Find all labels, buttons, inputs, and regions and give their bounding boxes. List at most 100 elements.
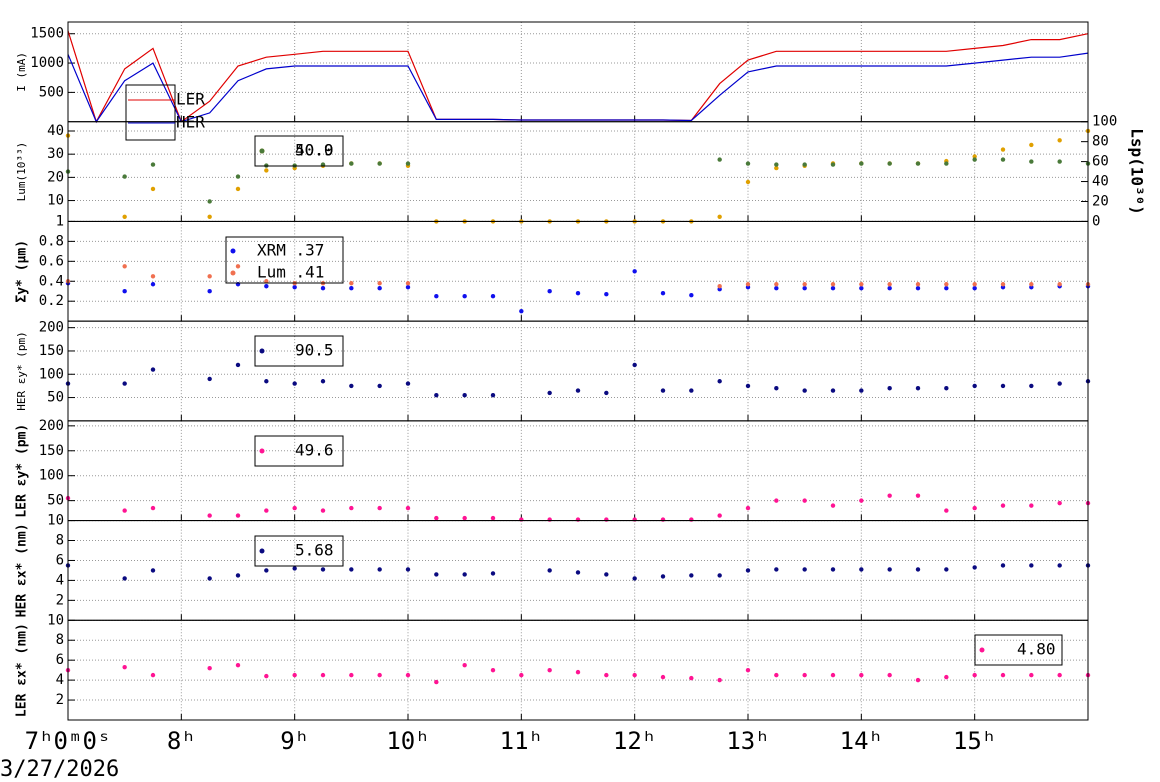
data-point [774, 567, 779, 572]
data-point [320, 508, 326, 513]
data-point [915, 493, 921, 498]
y-axis-label: LER εy* (pm) [15, 424, 30, 518]
y2-tick-label: 40 [1092, 174, 1109, 190]
legend-label: LER [176, 90, 205, 109]
data-point [1000, 672, 1006, 678]
legend-swatch [259, 148, 265, 154]
data-point [235, 362, 241, 368]
data-point [490, 667, 496, 673]
legend-box [254, 435, 344, 467]
data-point [802, 286, 807, 291]
data-point [150, 568, 156, 573]
y2-tick-label: 20 [1092, 193, 1109, 209]
data-point [632, 576, 637, 581]
data-point [774, 498, 779, 503]
data-point [150, 367, 156, 372]
data-point [434, 679, 439, 685]
data-point [604, 292, 609, 297]
data-point [660, 388, 666, 393]
data-point [830, 388, 836, 393]
x-tick-label: 8ʰ [167, 727, 196, 755]
data-point [122, 576, 127, 581]
data-point [944, 282, 949, 287]
data-point [830, 503, 836, 508]
data-point [830, 567, 836, 572]
data-point [1000, 157, 1006, 162]
data-point [150, 672, 156, 678]
data-point [604, 517, 609, 522]
data-point [745, 383, 751, 389]
data-point [859, 388, 864, 393]
data-point [774, 162, 779, 167]
data-point [320, 567, 326, 572]
data-point [1000, 147, 1006, 152]
data-point [944, 567, 949, 572]
data-point [377, 567, 382, 572]
legend-label: 4.80 [1017, 640, 1056, 659]
data-point [915, 282, 921, 287]
y-tick-label: 0.2 [39, 293, 64, 309]
data-point [802, 388, 807, 393]
y-tick-label: 150 [39, 343, 64, 359]
data-point [689, 573, 694, 578]
x-tick-label: 7ʰ0ᵐ0ˢ [25, 727, 112, 755]
data-point [264, 568, 269, 573]
data-point [377, 281, 382, 286]
data-point [122, 664, 127, 670]
data-point [915, 161, 921, 166]
data-point [547, 568, 552, 573]
data-point [915, 286, 921, 291]
data-point [207, 665, 212, 671]
data-point [519, 672, 524, 678]
data-point [859, 567, 864, 572]
y-tick-label: 1500 [30, 26, 64, 42]
data-point [207, 214, 212, 219]
legend-box [254, 535, 344, 567]
data-point [944, 508, 949, 513]
data-point [774, 672, 779, 678]
legend-swatch [979, 647, 985, 653]
data-point [745, 667, 751, 673]
data-point [830, 162, 836, 167]
data-point [490, 571, 496, 576]
data-point [462, 294, 467, 299]
data-point [434, 393, 439, 398]
data-point [972, 505, 977, 511]
data-point [264, 379, 269, 384]
data-point [1000, 563, 1006, 568]
y-axis-label: HER εx* (nm) [15, 523, 30, 617]
data-point [235, 264, 241, 269]
data-point [632, 672, 637, 678]
data-point [887, 282, 892, 287]
legend-swatch [259, 348, 265, 354]
data-point [1029, 672, 1034, 678]
series-line [67, 52, 1089, 123]
data-point [1029, 383, 1034, 389]
data-point [292, 566, 297, 571]
data-point [292, 381, 297, 386]
data-point [859, 286, 864, 291]
data-point [830, 286, 836, 291]
data-point [320, 286, 326, 291]
data-point [1000, 282, 1006, 287]
y-tick-label: 4 [56, 572, 64, 588]
data-point [1000, 503, 1006, 508]
data-point [944, 674, 949, 680]
data-point [575, 517, 581, 522]
data-point [972, 286, 977, 291]
data-point [774, 386, 779, 391]
y-tick-label: 30 [47, 146, 64, 162]
data-point [292, 285, 297, 290]
data-point [859, 161, 864, 166]
y-tick-label: 10 [47, 193, 64, 209]
legend-label: 40.0 [295, 141, 334, 160]
x-tick-label: 10ʰ [386, 727, 429, 755]
data-point [632, 362, 637, 368]
data-point [264, 673, 269, 679]
data-point [1057, 159, 1062, 164]
data-point [122, 264, 127, 269]
legend-swatch [230, 248, 236, 254]
y-tick-label: 1 [56, 213, 64, 229]
data-point [349, 505, 354, 511]
